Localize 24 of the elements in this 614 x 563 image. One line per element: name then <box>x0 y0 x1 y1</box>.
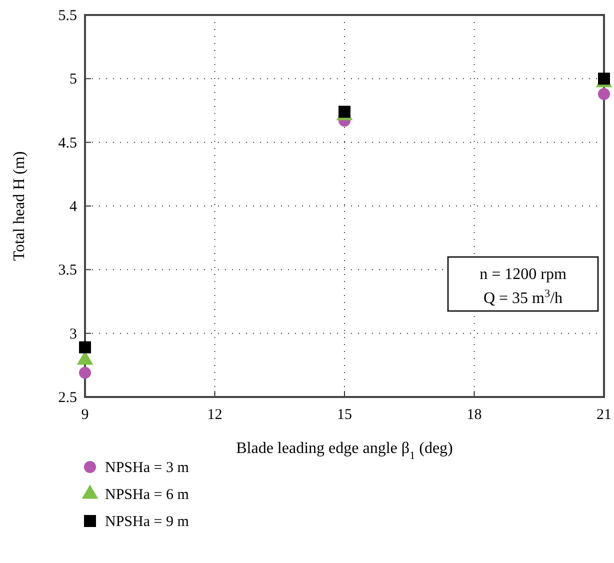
legend-label: NPSHa = 9 m <box>105 514 190 530</box>
point <box>338 106 350 118</box>
y-tick-label: 4.5 <box>58 135 77 152</box>
legend-label: NPSHa = 3 m <box>105 460 190 476</box>
x-tick-label: 18 <box>466 407 482 423</box>
point <box>598 72 610 85</box>
x-axis-title: Blade leading edge angle β$_{1}$ (deg) <box>236 440 453 462</box>
x-tick-label: 21 <box>596 407 612 423</box>
y-tick-label: 2.5 <box>58 390 77 406</box>
point <box>79 341 91 354</box>
y-tick-label: 4 <box>70 199 78 215</box>
annotation: n = 1200 rpm <box>480 266 567 283</box>
y-tick-label: 3 <box>70 326 77 342</box>
annotation: Q = 35 m$^{3}$/h <box>483 288 563 307</box>
x-tick-label: 15 <box>337 407 352 423</box>
legend-label: NPSHa = 6 m <box>105 487 190 503</box>
point <box>79 366 91 379</box>
x-tick-label: 12 <box>207 407 222 423</box>
y-axis-title: Total head H (m) <box>11 151 28 261</box>
y-tick-label: 5.5 <box>58 8 77 24</box>
y-tick-label: 3.5 <box>58 262 77 279</box>
x-tick-label: 9 <box>81 407 89 423</box>
y-tick-label: 5 <box>70 72 77 88</box>
point <box>598 88 610 100</box>
